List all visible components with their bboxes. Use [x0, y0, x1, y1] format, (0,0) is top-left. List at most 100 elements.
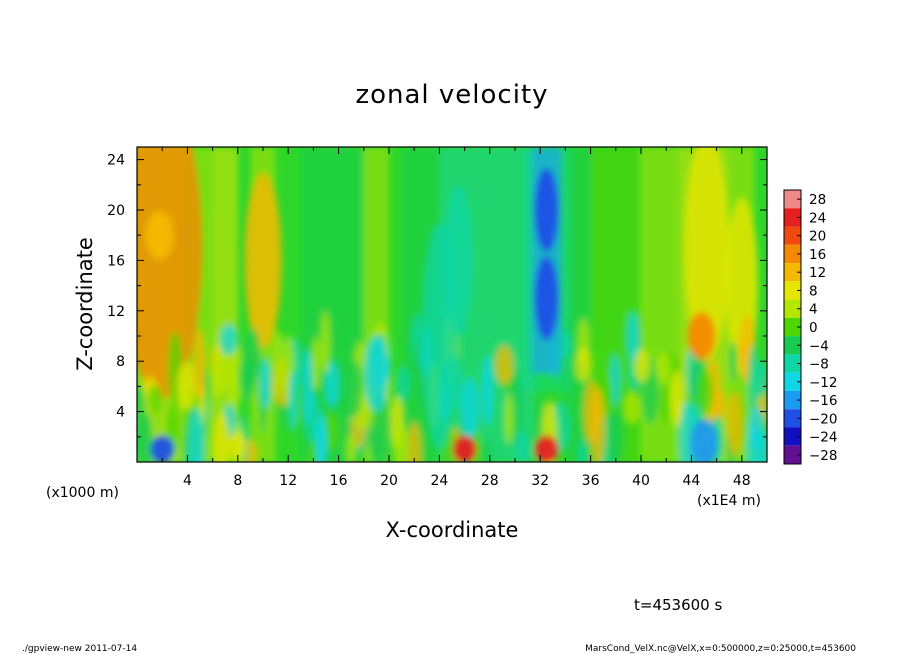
colorbar-label: −24 [809, 430, 838, 446]
colorbar-label: −12 [809, 375, 838, 391]
y-tick-label: 4 [116, 405, 125, 421]
x-tick-label: 12 [279, 473, 297, 489]
colorbar-swatch [784, 445, 801, 464]
field-eddy [324, 411, 340, 452]
field-eddy [212, 412, 231, 462]
colorbar-swatch [784, 226, 801, 245]
colorbar-swatch [784, 390, 801, 410]
field-eddy [147, 384, 163, 414]
colorbar-label: −16 [809, 393, 838, 409]
chart-title: zonal velocity [355, 80, 548, 110]
y-tick-label: 16 [107, 253, 125, 269]
field-eddy [712, 389, 727, 422]
colorbar-label: 12 [809, 265, 826, 281]
colorbar-swatch [784, 372, 801, 391]
field-eddy [607, 407, 625, 462]
field-feature [534, 168, 559, 252]
field-eddy [747, 407, 766, 450]
field-eddy [481, 355, 494, 427]
x-tick-label: 40 [632, 473, 650, 489]
field-eddy [320, 310, 331, 375]
field-eddy [727, 391, 744, 457]
colorbar-label: −8 [809, 357, 829, 373]
colorbar-swatch [784, 299, 801, 318]
field-eddy [515, 430, 529, 462]
x-tick-label: 20 [380, 473, 398, 489]
field-eddy [273, 330, 284, 397]
colorbar-swatch [784, 336, 801, 355]
field-eddy [696, 369, 714, 416]
field-blob [244, 172, 282, 349]
field-eddy [504, 392, 514, 445]
colorbar-label: −28 [809, 448, 838, 464]
field-eddy [460, 377, 480, 441]
field-eddy [176, 361, 197, 411]
field-eddy [623, 391, 641, 425]
field-eddy [396, 365, 410, 403]
field-eddy [244, 328, 261, 385]
colorbar-label: 4 [809, 302, 818, 318]
y-tick-label: 12 [107, 304, 125, 320]
x-tick-label: 44 [682, 473, 700, 489]
field-feature [150, 435, 175, 462]
x-tick-label: 24 [430, 473, 448, 489]
field-eddy [259, 358, 272, 410]
field-feature [534, 256, 559, 341]
field-eddy [324, 360, 340, 409]
field-eddy [659, 385, 671, 426]
footer-right: MarsCond_VelX.nc@VelX,x=0:500000,z=0:250… [585, 644, 856, 654]
y-axis-label: Z-coordinate [73, 237, 97, 371]
footer-left: ./gpview-new 2011-07-14 [22, 644, 137, 654]
field-eddy [760, 431, 767, 462]
field-feature [452, 435, 477, 462]
field-blob [137, 147, 203, 399]
colorbar-label: 28 [809, 192, 826, 208]
colorbar-swatch [784, 427, 801, 446]
field-eddy [302, 348, 314, 427]
field-blob [683, 147, 730, 362]
field-eddy [193, 328, 206, 400]
field-eddy [211, 349, 232, 392]
colorbar-label: 0 [809, 320, 818, 336]
time-label: t=453600 s [634, 596, 722, 614]
colorbar-swatch [784, 190, 801, 209]
colorbar-label: 24 [809, 210, 826, 226]
field-feature [534, 435, 559, 462]
field-eddy [311, 336, 321, 391]
colorbar-label: 8 [809, 283, 818, 299]
y-tick-label: 8 [116, 354, 125, 370]
x-tick-label: 48 [733, 473, 751, 489]
field-eddy [407, 421, 422, 462]
field-blob [443, 184, 474, 336]
colorbar-swatch [784, 208, 801, 227]
y-tick-label: 24 [107, 153, 125, 169]
field-eddy [393, 422, 409, 462]
field-eddy [577, 437, 588, 462]
x-tick-label: 4 [183, 473, 192, 489]
field-blob [363, 336, 389, 412]
field-eddy [728, 341, 738, 381]
field-eddy [344, 360, 363, 418]
y-unit-label: (x1000 m) [46, 485, 119, 501]
field-eddy [655, 352, 671, 383]
field-eddy [315, 411, 327, 462]
field-eddy [747, 344, 759, 423]
field-eddy [590, 388, 606, 462]
field-eddy [369, 422, 381, 462]
colorbar: 28 24 20 16 12 8 4 0 −4 −8 −12 −16 −20 −24 −28 [783, 189, 838, 465]
x-axis-label: X-coordinate [386, 518, 519, 542]
x-unit-label: (x1E4 m) [697, 493, 761, 509]
x-tick-label: 36 [582, 473, 600, 489]
field-eddy [575, 347, 592, 383]
field-eddy [137, 382, 148, 462]
x-tick-label: 28 [481, 473, 499, 489]
field-eddy [670, 369, 684, 428]
field-eddy [346, 432, 357, 462]
y-tick-label: 20 [107, 203, 125, 219]
field-eddy [626, 311, 640, 363]
x-tick-label: 32 [531, 473, 549, 489]
colorbar-swatch [784, 244, 801, 264]
x-tick-label: 8 [233, 473, 242, 489]
